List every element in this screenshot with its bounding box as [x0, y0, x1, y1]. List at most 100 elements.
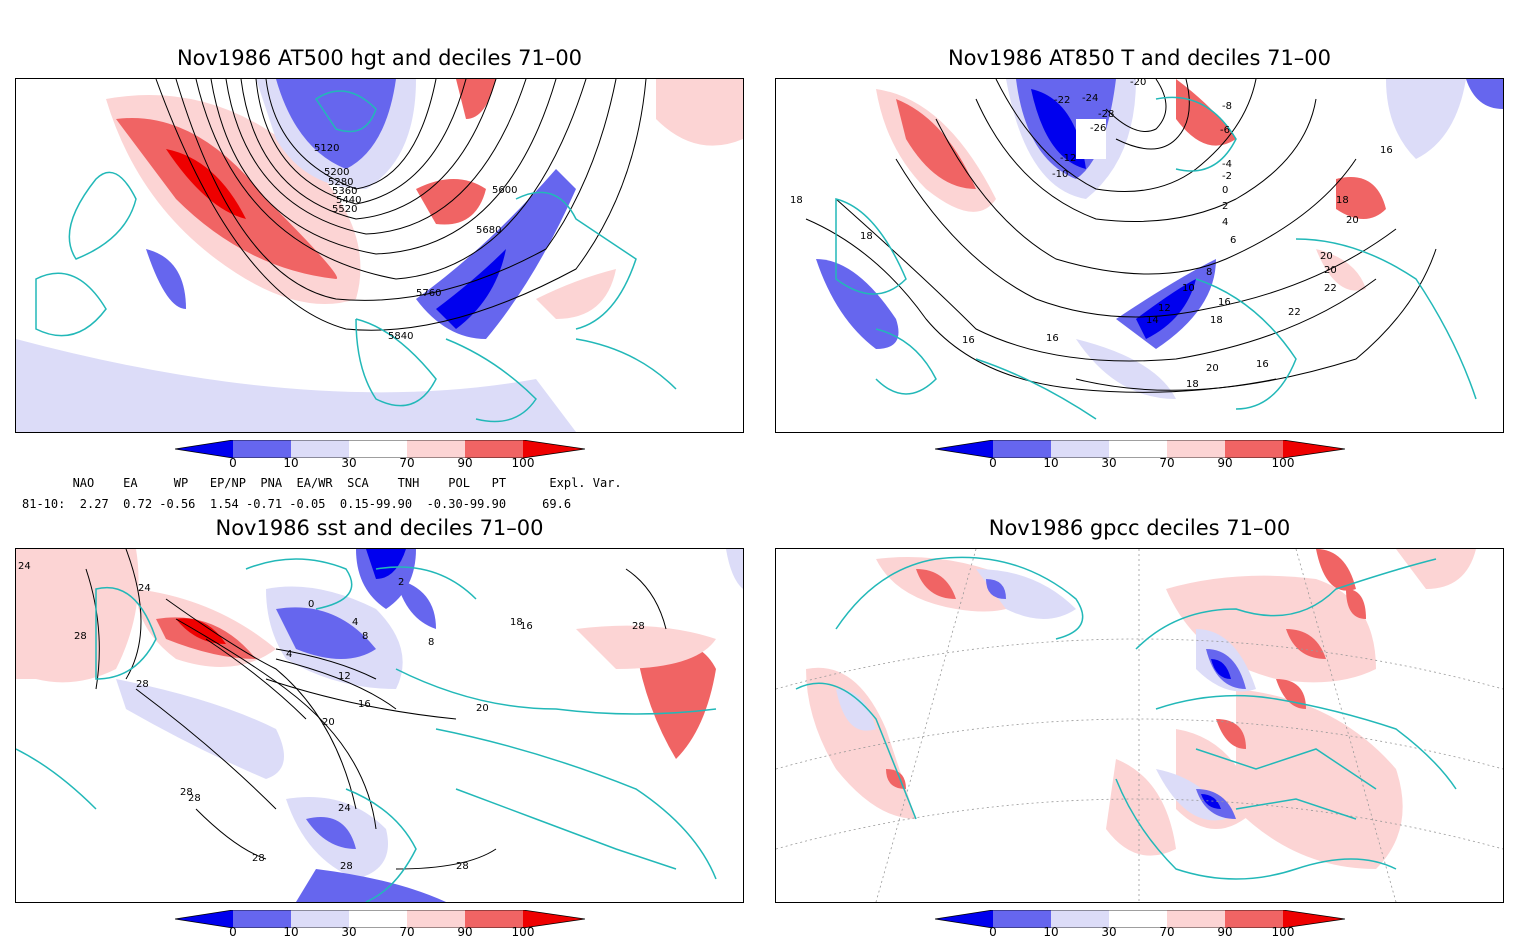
map-hgt500: 5120 5200 5280 5360 5440 5520 5600 5680 … — [16, 79, 743, 432]
colorbar-tick: 10 — [1043, 456, 1059, 470]
colorbar-swatch — [1225, 910, 1283, 928]
contour-label: 16 — [1046, 333, 1059, 344]
contour-label: -24 — [1082, 93, 1098, 104]
colorbar-swatch — [233, 910, 291, 928]
contour-label: 28 — [136, 679, 149, 690]
map-panel-sst: 24 24 28 28 28 28 28 28 28 28 0 2 4 4 8 … — [15, 548, 744, 903]
indices-row: 81-10: 2.27 0.72 -0.56 1.54 -0.71 -0.05 … — [22, 497, 572, 511]
colorbar-swatch — [993, 910, 1051, 928]
colorbar-swatch — [1051, 440, 1109, 458]
contour-label: -28 — [1098, 109, 1114, 120]
colorbar-tick: 10 — [283, 925, 299, 939]
contour-label: 16 — [1380, 145, 1393, 156]
colorbar-tick: 90 — [457, 925, 473, 939]
colorbar-tick: 100 — [1271, 925, 1295, 939]
colorbar-swatch — [349, 440, 407, 458]
contour-label: 5200 — [324, 167, 349, 178]
colorbar-swatch — [1051, 910, 1109, 928]
contour-label: 18 — [790, 195, 803, 206]
contour-label: 16 — [358, 699, 371, 710]
indices-header: NAO EA WP EP/NP PNA EA/WR SCA TNH POL PT… — [22, 476, 622, 490]
colorbar-tick: 90 — [457, 456, 473, 470]
colorbar-swatch — [1167, 440, 1225, 458]
contour-label: 24 — [138, 583, 151, 594]
contour-label: 28 — [188, 793, 201, 804]
colorbar-swatch — [1225, 440, 1283, 458]
colorbar-swatch — [1167, 910, 1225, 928]
contour-label: 18 — [1186, 379, 1199, 390]
colorbar-4: 0 10 30 70 90 100 — [934, 909, 1346, 940]
colorbar-tick: 0 — [229, 925, 237, 939]
map-panel-gpcc — [775, 548, 1504, 903]
contour-label: 5440 — [336, 195, 361, 206]
contour-label: -6 — [1220, 125, 1230, 136]
colorbar-tick: 70 — [1159, 925, 1175, 939]
colorbar-tick: 10 — [1043, 925, 1059, 939]
colorbar-tick: 100 — [1271, 456, 1295, 470]
contour-label: 18 — [1210, 315, 1223, 326]
contour-label: 5680 — [476, 225, 501, 236]
contour-label: 22 — [1288, 307, 1301, 318]
contour-label: 2 — [1222, 201, 1228, 212]
contour-label: 28 — [74, 631, 87, 642]
panel-title-2: Nov1986 AT850 T and deciles 71–00 — [947, 46, 1332, 70]
colorbar-2-swatches — [934, 439, 1346, 459]
contour-label: 20 — [476, 703, 489, 714]
map-t850: -20 -22 -24 -26 -28 -12 -10 -8 -6 -4 -2 … — [776, 79, 1503, 432]
colorbar-swatch — [407, 440, 465, 458]
colorbar-swatch — [291, 910, 349, 928]
colorbar-tick: 30 — [341, 456, 357, 470]
colorbar-swatch — [175, 910, 233, 928]
contour-label: 18 — [510, 617, 523, 628]
contour-label: 2 — [398, 577, 404, 588]
panel-title-1: Nov1986 AT500 hgt and deciles 71–00 — [176, 46, 583, 70]
contour-label: 16 — [520, 621, 533, 632]
colorbar-swatch — [1283, 910, 1345, 928]
contour-label: -12 — [1060, 153, 1076, 164]
contour-label: -4 — [1222, 159, 1232, 170]
contour-label: -20 — [1130, 79, 1146, 88]
panel-title-3: Nov1986 sst and deciles 71–00 — [215, 516, 544, 540]
contour-label: 22 — [1324, 283, 1337, 294]
contour-label: 4 — [352, 617, 358, 628]
colorbar-swatch — [233, 440, 291, 458]
colorbar-swatch — [523, 440, 585, 458]
contour-label: 0 — [308, 599, 314, 610]
colorbar-tick: 100 — [511, 925, 535, 939]
colorbar-tick: 100 — [511, 456, 535, 470]
contour-label: 28 — [180, 787, 193, 798]
colorbar-swatch — [465, 910, 523, 928]
colorbar-swatch — [175, 440, 233, 458]
map-sst: 24 24 28 28 28 28 28 28 28 28 0 2 4 4 8 … — [16, 549, 743, 902]
contour-label: 14 — [1146, 315, 1159, 326]
contour-label: 0 — [1222, 185, 1228, 196]
contour-label: -2 — [1222, 171, 1232, 182]
colorbar-tick: 70 — [399, 925, 415, 939]
contour-label: 20 — [1206, 363, 1219, 374]
colorbar-tick: 70 — [399, 456, 415, 470]
contour-label: -8 — [1222, 101, 1232, 112]
colorbar-swatch — [1109, 440, 1167, 458]
contour-label: 28 — [456, 861, 469, 872]
contour-label: 28 — [252, 853, 265, 864]
colorbar-swatch — [993, 440, 1051, 458]
contour-label: 8 — [362, 631, 368, 642]
contour-label: 5120 — [314, 143, 339, 154]
colorbar-swatch — [1109, 910, 1167, 928]
colorbar-3-swatches — [174, 909, 586, 929]
panel-title-4: Nov1986 gpcc deciles 71–00 — [988, 516, 1291, 540]
contour-label: 20 — [322, 717, 335, 728]
contour-label: 4 — [1222, 217, 1228, 228]
colorbar-1-swatches — [174, 439, 586, 459]
contour-label: 20 — [1324, 265, 1337, 276]
colorbar-tick: 90 — [1217, 925, 1233, 939]
colorbar-tick: 0 — [229, 456, 237, 470]
colorbar-swatch — [935, 440, 993, 458]
contour-label: 18 — [860, 231, 873, 242]
contour-label: 12 — [338, 671, 351, 682]
colorbar-3: 0 10 30 70 90 100 — [174, 909, 586, 940]
map-panel-hgt500: 5120 5200 5280 5360 5440 5520 5600 5680 … — [15, 78, 744, 433]
contour-label: 8 — [428, 637, 434, 648]
colorbar-swatch — [349, 910, 407, 928]
contour-label: 24 — [18, 561, 31, 572]
